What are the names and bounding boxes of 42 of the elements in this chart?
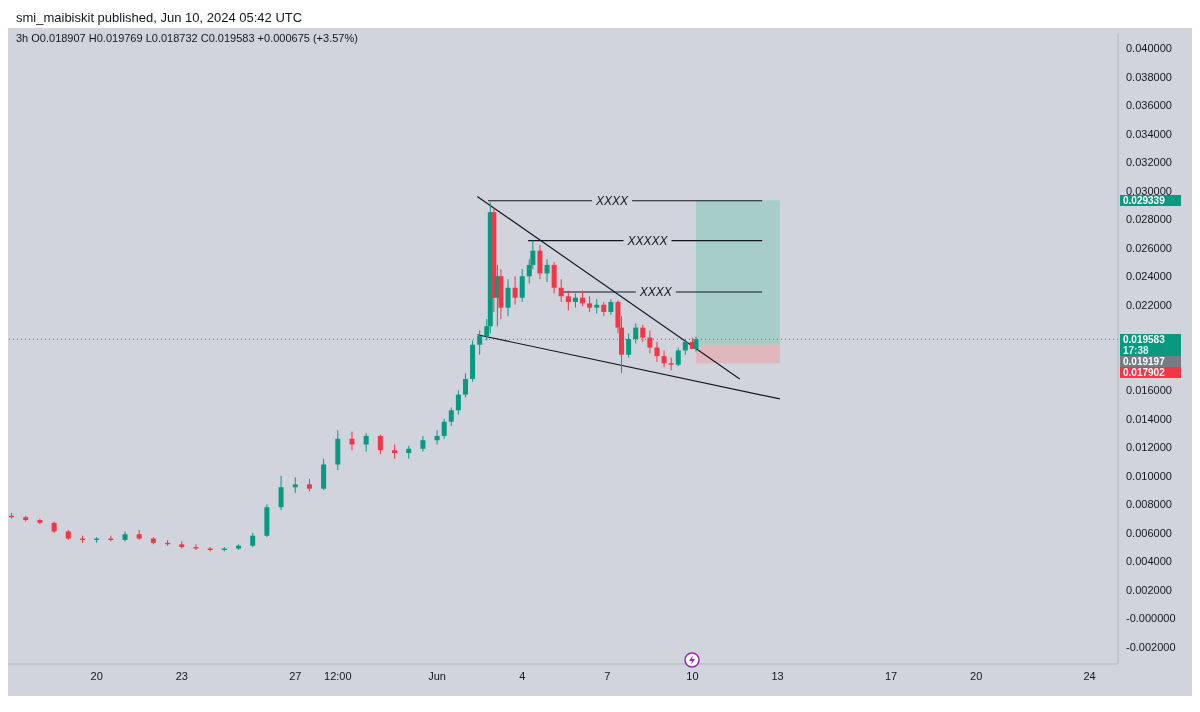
x-tick-label: 7 (604, 669, 611, 682)
y-tick-label: 0.028000 (1126, 213, 1172, 226)
annotation: XXXX (638, 284, 673, 299)
x-tick-label: 17 (884, 669, 898, 682)
text: 0.017902 (1120, 367, 1181, 379)
chart-subtitle: smi_maibiskit published, Jun 10, 2024 05:42 UTC (15, 9, 304, 27)
y-tick-label: 0.022000 (1126, 298, 1172, 311)
y-tick-label: 0.026000 (1126, 241, 1172, 254)
annotation: XXXX (595, 193, 630, 208)
y-tick-label: 0.004000 (1126, 555, 1172, 568)
y-tick-label: 0.010000 (1126, 469, 1172, 482)
y-tick-label: 0.024000 (1126, 270, 1172, 283)
y-tick-label: 0.038000 (1126, 70, 1172, 83)
y-tick-label: 0.034000 (1126, 127, 1172, 140)
y-tick-label: 0.014000 (1126, 412, 1172, 425)
y-tick-label: 0.002000 (1126, 583, 1172, 596)
y-tick-label: 0.040000 (1126, 42, 1172, 55)
x-tick-label: Jun (428, 669, 446, 682)
x-tick-label: 23 (175, 669, 188, 682)
y-tick-label: 0.006000 (1126, 526, 1172, 539)
x-tick-label: 20 (90, 669, 103, 682)
y-tick-label: 0.036000 (1126, 99, 1172, 112)
x-tick-label: 4 (519, 669, 526, 682)
x-tick-label: 12:00 (324, 669, 352, 682)
y-tick-label: -0.002000 (1126, 640, 1176, 653)
x-tick-label: 24 (1083, 669, 1096, 682)
y-tick-label: 0.012000 (1126, 441, 1172, 454)
annotation: XXXXX (626, 233, 669, 248)
x-tick-label: 13 (771, 669, 784, 682)
y-tick-label: 0.032000 (1126, 156, 1172, 169)
text: 0.019197 (1120, 356, 1181, 368)
text: 0.029339 (1120, 195, 1181, 207)
x-tick-label: 10 (686, 669, 699, 682)
y-tick-label: 0.016000 (1126, 384, 1172, 397)
y-tick-label: 0.030000 (1126, 184, 1172, 197)
y-tick-label: 0.008000 (1126, 498, 1172, 511)
x-tick-label: 20 (970, 669, 983, 682)
y-tick-label: -0.000000 (1126, 612, 1176, 625)
chart-title: 3h O0.018907 H0.019769 L0.018732 C0.019583 +0.000675 (+3.57%) (16, 32, 358, 44)
text: 17:38 (1120, 345, 1181, 357)
ref-line-label: 0.019583 (1120, 334, 1181, 346)
x-tick-label: 27 (289, 669, 302, 682)
